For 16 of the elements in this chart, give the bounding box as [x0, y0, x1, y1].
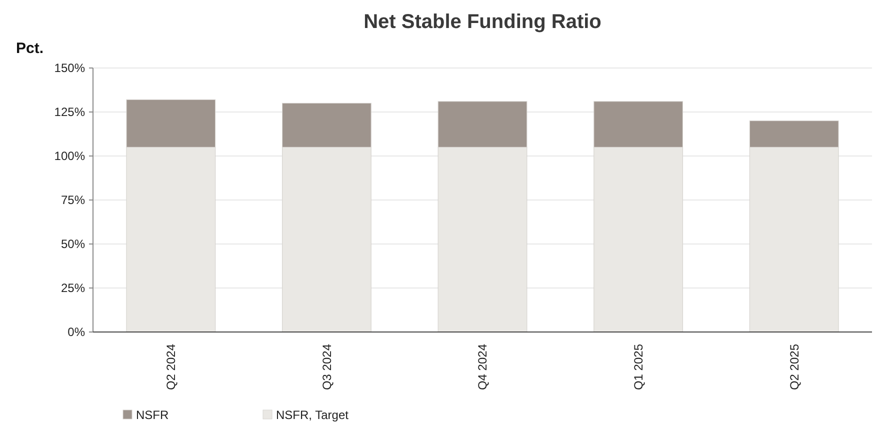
- x-tick-label: Q2 2024: [164, 344, 178, 390]
- y-tick-label: 100%: [54, 149, 86, 164]
- y-tick-label: 150%: [54, 61, 86, 76]
- legend-label: NSFR: [136, 408, 169, 422]
- y-tick-label: 75%: [60, 193, 86, 208]
- legend-label: NSFR, Target: [276, 408, 350, 422]
- x-tick-label: Q3 2024: [320, 344, 334, 390]
- x-tick-label: Q4 2024: [476, 344, 490, 390]
- y-axis-title: Pct.: [16, 40, 44, 57]
- y-tick-label: 25%: [60, 281, 86, 296]
- chart-title: Net Stable Funding Ratio: [364, 11, 602, 33]
- y-tick-label: 125%: [54, 105, 86, 120]
- y-tick-label: 0%: [68, 325, 86, 340]
- y-tick-label: 50%: [60, 237, 86, 252]
- x-tick-label: Q2 2025: [787, 344, 802, 390]
- x-tick-label: Q1 2025: [632, 344, 646, 390]
